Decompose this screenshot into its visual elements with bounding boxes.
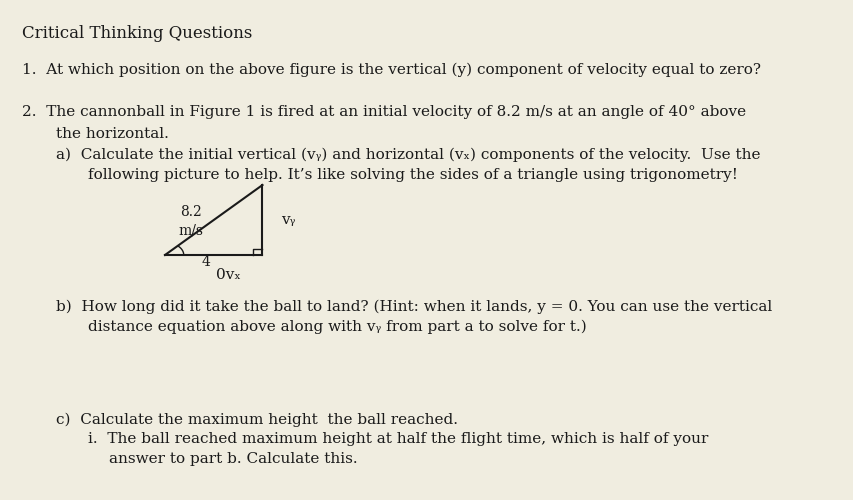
Text: i.  The ball reached maximum height at half the flight time, which is half of yo: i. The ball reached maximum height at ha…: [89, 432, 708, 446]
Text: following picture to help. It’s like solving the sides of a triangle using trigo: following picture to help. It’s like sol…: [89, 168, 738, 181]
Text: 8.2: 8.2: [180, 206, 202, 220]
Text: Critical Thinking Questions: Critical Thinking Questions: [22, 25, 252, 42]
Text: distance equation above along with vᵧ from part a to solve for t.): distance equation above along with vᵧ fr…: [89, 320, 587, 334]
Text: c)  Calculate the maximum height  the ball reached.: c) Calculate the maximum height the ball…: [56, 412, 458, 427]
Text: the horizontal.: the horizontal.: [56, 128, 169, 141]
Text: vᵧ: vᵧ: [281, 213, 295, 227]
Text: b)  How long did it take the ball to land? (Hint: when it lands, y = 0. You can : b) How long did it take the ball to land…: [56, 300, 772, 314]
Text: a)  Calculate the initial vertical (vᵧ) and horizontal (vₓ) components of the ve: a) Calculate the initial vertical (vᵧ) a…: [56, 148, 760, 162]
Text: answer to part b. Calculate this.: answer to part b. Calculate this.: [108, 452, 357, 466]
Text: 0vₓ: 0vₓ: [216, 268, 241, 282]
Text: 1.  At which position on the above figure is the vertical (y) component of veloc: 1. At which position on the above figure…: [22, 62, 761, 77]
Text: m/s: m/s: [178, 223, 204, 237]
Text: 2.  The cannonball in Figure 1 is fired at an initial velocity of 8.2 m/s at an : 2. The cannonball in Figure 1 is fired a…: [22, 105, 746, 119]
Text: 4: 4: [201, 256, 211, 270]
